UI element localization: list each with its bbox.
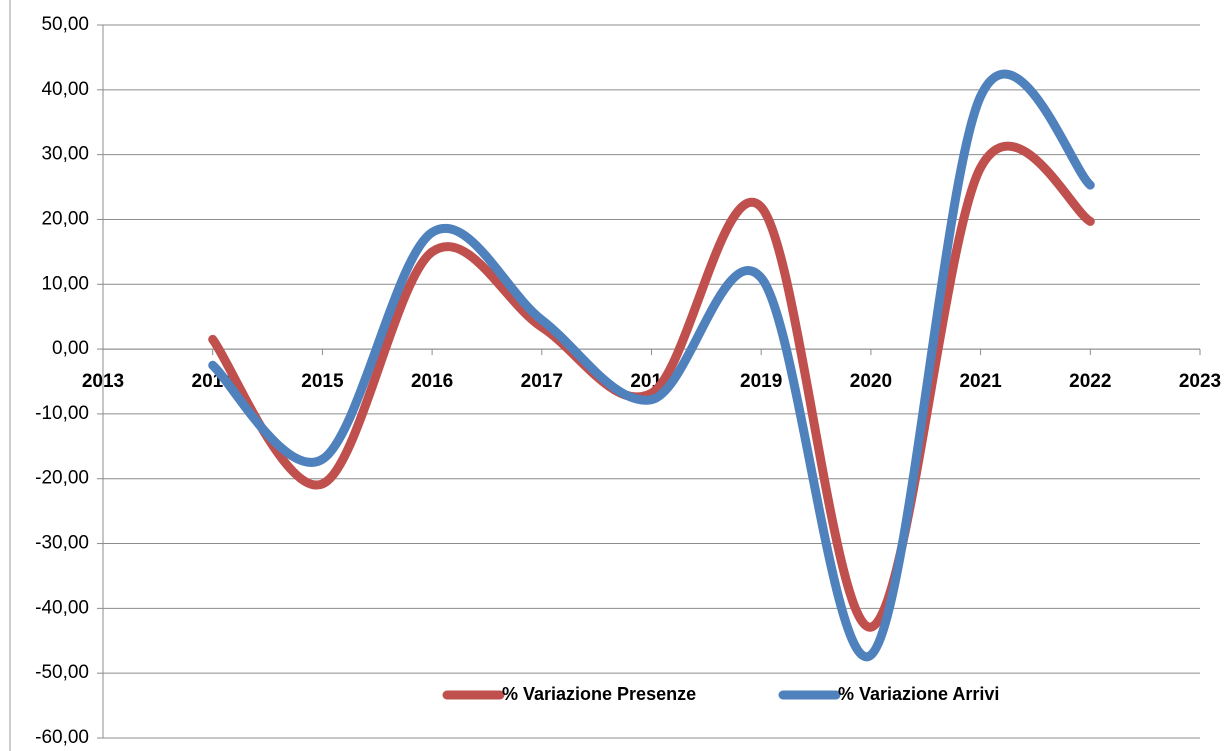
y-tick-label: -60,00 (35, 727, 89, 748)
x-tick-label: 2020 (850, 371, 892, 392)
x-tick-label: 2015 (301, 371, 344, 392)
y-tick-label: -40,00 (35, 597, 89, 618)
legend-label: % Variazione Arrivi (838, 684, 999, 704)
x-tick-label: 2017 (521, 371, 563, 392)
y-tick-label: -20,00 (35, 468, 89, 489)
line-series (208, 141, 1095, 632)
line-series (208, 69, 1095, 662)
y-tick-label: 20,00 (41, 208, 89, 229)
x-tick-label: 2016 (411, 371, 453, 392)
y-tick-label: -50,00 (35, 662, 89, 683)
y-tick-label: 50,00 (41, 14, 89, 35)
x-tick-label: 2023 (1179, 371, 1221, 392)
y-tick-label: 40,00 (41, 79, 89, 100)
x-tick-label: 2021 (959, 371, 1002, 392)
y-tick-label: -30,00 (35, 533, 89, 554)
y-tick-label: 10,00 (41, 273, 89, 294)
y-tick-label: -10,00 (35, 403, 89, 424)
x-tick-label: 2013 (82, 371, 124, 392)
x-tick-label: 2019 (740, 371, 782, 392)
y-tick-label: 0,00 (52, 338, 89, 359)
x-tick-label: 2022 (1069, 371, 1111, 392)
legend-label: % Variazione Presenze (502, 684, 696, 704)
y-tick-label: 30,00 (41, 144, 89, 165)
